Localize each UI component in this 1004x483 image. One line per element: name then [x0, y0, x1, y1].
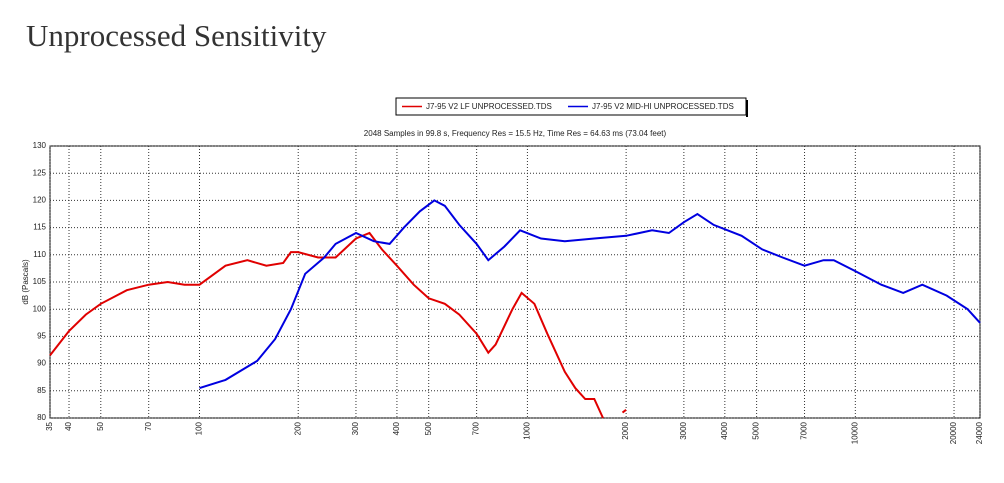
- legend-label: J7-95 V2 LF UNPROCESSED.TDS: [426, 102, 552, 111]
- y-tick-label: 105: [33, 277, 47, 286]
- legend: J7-95 V2 LF UNPROCESSED.TDS J7-95 V2 MID-…: [395, 97, 748, 117]
- x-tick-label: 50: [96, 421, 105, 430]
- legend-shadow: [746, 100, 748, 117]
- y-tick-label: 80: [37, 413, 46, 422]
- x-tick-label: 40: [64, 421, 73, 430]
- x-tick-label: 300: [351, 421, 360, 435]
- y-tick-label: 115: [33, 223, 46, 232]
- y-tick-label: 85: [37, 386, 46, 395]
- y-tick-label: 120: [33, 196, 47, 205]
- x-tick-label: 20000: [949, 421, 958, 444]
- chart-subtitle: 2048 Samples in 99.8 s, Frequency Res = …: [364, 129, 667, 138]
- x-tick-label: 24000: [975, 421, 984, 444]
- x-tick-label: 70: [144, 421, 153, 430]
- y-tick-label: 130: [33, 141, 47, 150]
- y-axis-label: dB (Pascals): [21, 259, 30, 305]
- x-tick-label: 1000: [523, 421, 532, 439]
- y-tick-label: 90: [37, 359, 46, 368]
- x-tick-label: 4000: [720, 421, 729, 439]
- x-tick-label: 5000: [752, 421, 761, 439]
- y-tick-label: 95: [37, 332, 46, 341]
- page-title: Unprocessed Sensitivity: [26, 18, 327, 53]
- x-tick-label: 7000: [800, 421, 809, 439]
- x-tick-label: 500: [424, 421, 433, 435]
- legend-label: J7-95 V2 MID-HI UNPROCESSED.TDS: [592, 102, 734, 111]
- x-tick-label: 3000: [679, 421, 688, 439]
- y-tick-label: 100: [33, 304, 47, 313]
- data-line: [199, 199, 981, 390]
- x-tick-label: 35: [45, 421, 54, 430]
- y-tick-label: 110: [33, 250, 46, 259]
- x-tick-label: 200: [293, 421, 302, 435]
- x-tick-label: 700: [472, 421, 481, 435]
- y-tick-label: 125: [33, 168, 47, 177]
- data-line: [49, 231, 627, 419]
- x-tick-label: 10000: [850, 421, 859, 444]
- x-tick-label: 100: [195, 421, 204, 435]
- x-tick-label: 400: [392, 421, 401, 435]
- x-tick-label: 2000: [621, 421, 630, 439]
